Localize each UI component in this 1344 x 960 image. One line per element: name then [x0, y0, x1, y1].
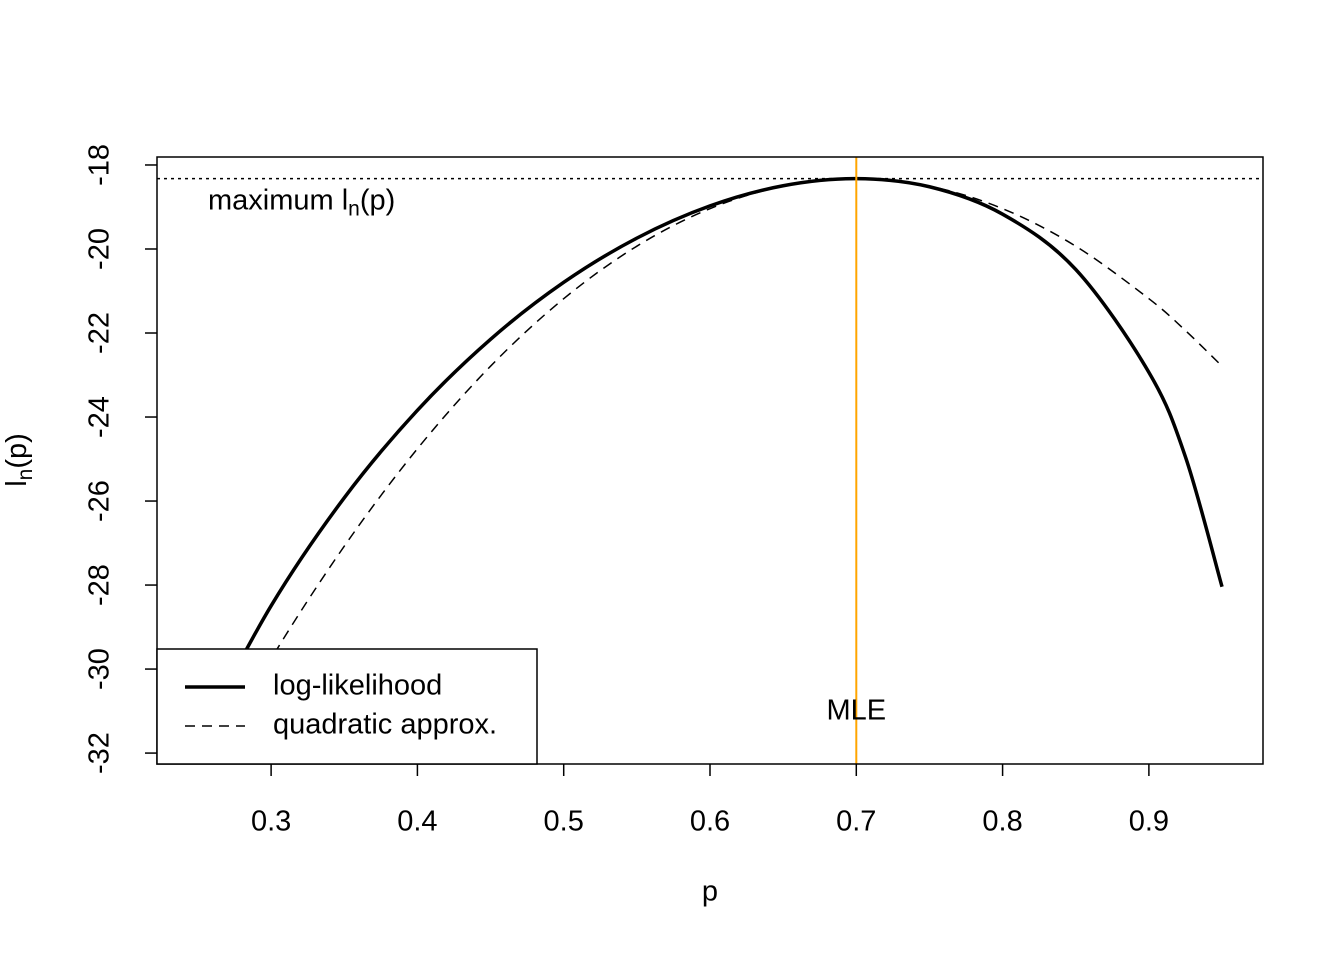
y-tick-label: -18: [84, 144, 116, 186]
max-label: maximum ln(p): [208, 184, 395, 220]
legend-box: [156, 648, 538, 765]
series-line: [209, 177, 1223, 764]
legend: log-likelihood quadratic approx.: [156, 648, 538, 765]
x-tick-label: 0.4: [397, 806, 437, 838]
y-label-base: l: [1, 480, 33, 486]
y-tick-label: -24: [84, 396, 116, 438]
max-label-subscript: n: [348, 197, 360, 220]
x-axis-label: p: [702, 876, 718, 908]
y-tick-label: -30: [84, 648, 116, 690]
plot-area: maximum ln(p) MLE: [157, 157, 1263, 764]
legend-label: log-likelihood: [273, 670, 442, 702]
series-line: [196, 176, 1224, 742]
x-tick-label: 0.3: [251, 806, 291, 838]
x-tick-label: 0.9: [1129, 806, 1169, 838]
max-label-tail: (p): [360, 184, 395, 216]
x-tick-label: 0.6: [690, 806, 730, 838]
y-label-subscript: n: [14, 469, 37, 481]
y-tick-label: -28: [84, 564, 116, 606]
y-tick-label: -22: [84, 312, 116, 354]
legend-label: quadratic approx.: [273, 709, 497, 741]
x-tick-label: 0.8: [982, 806, 1022, 838]
max-label-base: maximum l: [208, 184, 348, 216]
y-axis-label: ln(p): [1, 433, 37, 487]
y-tick-label: -26: [84, 480, 116, 522]
mle-label: MLE: [826, 695, 886, 727]
y-label-tail: (p): [1, 433, 33, 468]
y-tick-label: -20: [84, 228, 116, 270]
x-tick-label: 0.5: [544, 806, 584, 838]
x-tick-label: 0.7: [836, 806, 876, 838]
y-tick-label: -32: [84, 732, 116, 774]
